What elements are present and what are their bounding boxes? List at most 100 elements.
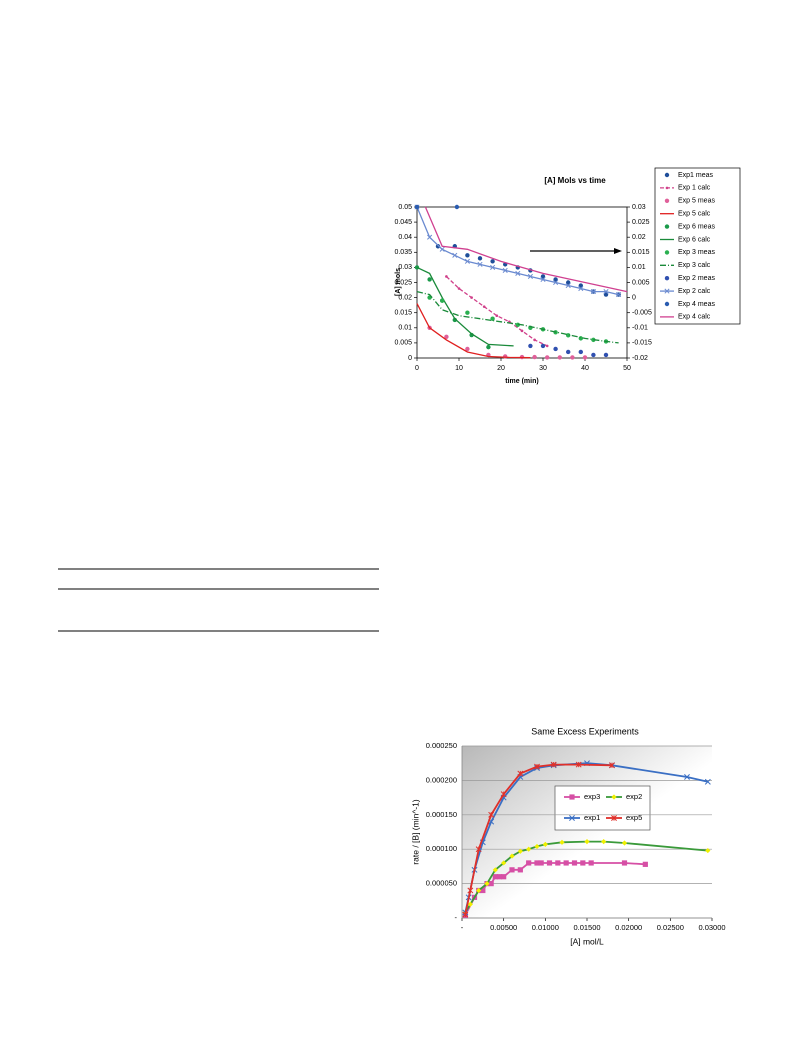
series-line xyxy=(464,862,646,916)
data-point xyxy=(705,847,711,854)
data-point xyxy=(588,860,594,866)
marker-stroke xyxy=(540,276,546,283)
legend-label: exp1 xyxy=(584,813,600,822)
data-point xyxy=(563,860,569,866)
marker-stroke xyxy=(603,289,609,295)
legend-marker xyxy=(664,301,670,307)
data-point xyxy=(553,279,559,286)
data-point xyxy=(486,344,491,350)
data-point xyxy=(538,860,544,866)
data-point xyxy=(475,846,482,853)
data-point xyxy=(526,860,532,866)
data-point xyxy=(642,861,648,867)
data-point xyxy=(601,839,607,845)
data-point xyxy=(465,346,470,352)
marker-stroke xyxy=(439,246,445,252)
data-point xyxy=(578,349,583,355)
legend-label: exp2 xyxy=(626,792,642,801)
data-point xyxy=(540,276,546,283)
data-point xyxy=(480,887,486,894)
marker-stroke xyxy=(590,289,596,295)
data-point xyxy=(488,811,495,818)
data-point xyxy=(414,204,420,210)
data-point xyxy=(440,298,445,303)
series-line xyxy=(464,840,708,913)
data-point xyxy=(515,270,521,276)
data-point xyxy=(467,887,474,894)
data-point xyxy=(603,289,609,295)
x-tick-label: 40 xyxy=(581,365,589,372)
data-point xyxy=(545,344,549,348)
legend-label: Exp 3 meas xyxy=(678,249,715,256)
data-point xyxy=(532,354,537,360)
plot-background xyxy=(462,746,712,918)
marker-stroke xyxy=(515,270,521,276)
legend-label: Exp1 meas xyxy=(678,172,714,179)
data-point xyxy=(534,763,540,770)
data-point xyxy=(500,791,507,798)
data-point xyxy=(444,334,449,340)
marker-stroke xyxy=(527,273,533,280)
data-point xyxy=(501,860,507,866)
x-tick-label: - xyxy=(461,923,464,932)
y-tick-label: 0.000150 xyxy=(426,810,457,819)
legend-marker xyxy=(664,172,670,178)
x-tick-label: 0 xyxy=(415,365,419,372)
data-point xyxy=(462,911,469,918)
marker-stroke xyxy=(664,288,670,294)
marker-stroke xyxy=(502,267,508,273)
data-point xyxy=(509,867,515,873)
y2-tick-label: 0.025 xyxy=(632,219,650,226)
x-tick-label: 10 xyxy=(455,365,463,372)
data-point xyxy=(452,252,458,258)
marker-stroke xyxy=(427,234,433,240)
x-tick-label: 50 xyxy=(623,365,631,372)
data-point xyxy=(503,354,508,359)
data-point xyxy=(590,289,596,295)
x-tick-label: 0.01000 xyxy=(532,923,559,932)
data-point xyxy=(517,867,523,873)
data-point xyxy=(553,277,558,282)
legend-marker xyxy=(611,815,617,821)
y2-tick-label: -0.015 xyxy=(632,340,652,347)
data-point xyxy=(427,234,433,240)
data-point xyxy=(517,848,523,854)
series-line xyxy=(464,763,613,915)
data-point xyxy=(566,333,571,338)
data-point xyxy=(492,874,498,880)
y-axis-label: [A] mols xyxy=(395,268,402,296)
data-point xyxy=(580,860,586,866)
x-tick-label: 0.00500 xyxy=(490,923,517,932)
data-point xyxy=(488,881,494,887)
data-point xyxy=(603,292,609,297)
data-point xyxy=(616,292,622,298)
y-tick-label: 0.035 xyxy=(394,249,412,256)
data-point xyxy=(501,874,507,880)
legend-marker xyxy=(664,250,670,255)
legend-marker xyxy=(664,224,670,229)
x-tick-label: 30 xyxy=(539,365,547,372)
x-axis-label: [A] mol/L xyxy=(570,936,604,946)
data-point xyxy=(477,261,483,267)
y-tick-label: 0.025 xyxy=(394,279,412,286)
data-point xyxy=(427,277,432,282)
x-axis-label: time (min) xyxy=(505,378,538,385)
data-point xyxy=(490,264,496,270)
data-point xyxy=(566,349,571,355)
data-point xyxy=(533,338,536,342)
marker-stroke xyxy=(616,292,622,298)
series-line xyxy=(424,206,628,293)
data-point xyxy=(555,860,561,866)
data-point xyxy=(684,774,690,780)
legend-label: Exp 2 meas xyxy=(678,275,715,282)
data-point xyxy=(557,355,562,360)
marker-stroke xyxy=(553,279,559,286)
data-point xyxy=(546,860,553,866)
data-point xyxy=(439,246,445,252)
data-point xyxy=(476,887,482,894)
data-point xyxy=(553,346,558,352)
legend-marker xyxy=(611,794,617,800)
marker-stroke xyxy=(704,778,711,785)
data-point xyxy=(435,244,441,249)
